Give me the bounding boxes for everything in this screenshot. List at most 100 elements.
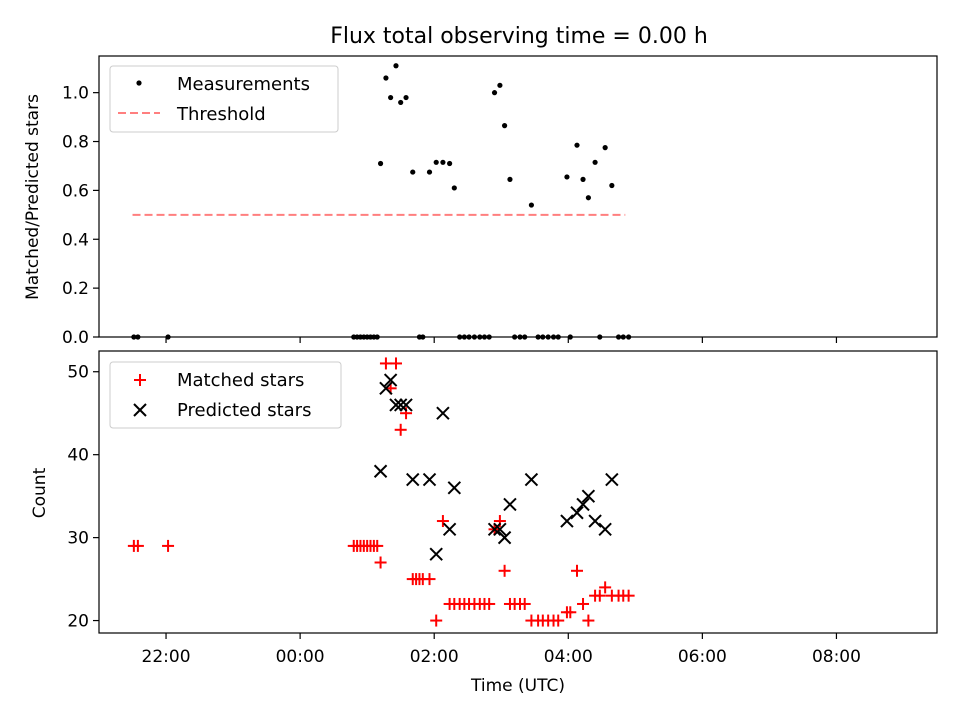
flux-ratio-x-ticks xyxy=(165,337,838,343)
matched-stars-point xyxy=(423,573,436,586)
y-tick-label: 0.8 xyxy=(62,133,89,153)
measurements-point xyxy=(609,182,615,189)
matched-stars-point xyxy=(379,357,392,370)
predicted-stars-point xyxy=(436,406,450,420)
predicted-stars-point xyxy=(605,472,619,487)
matched-stars-point xyxy=(622,589,635,602)
predicted-stars-legend-marker xyxy=(133,403,147,417)
measurements-point xyxy=(447,160,453,167)
measurements-point xyxy=(426,169,433,175)
predicted-stars-point xyxy=(560,514,574,528)
y-tick-label: 50 xyxy=(67,363,89,383)
matched-stars-point xyxy=(371,539,384,552)
measurements-point xyxy=(388,94,394,101)
measurements-point xyxy=(393,63,399,69)
measurements-point xyxy=(602,145,608,151)
y-tick-label: 0.6 xyxy=(62,181,89,201)
predicted-stars-point xyxy=(598,522,612,537)
predicted-stars-point xyxy=(588,514,602,528)
matched-stars-point xyxy=(582,614,595,627)
matched-stars-point xyxy=(518,597,531,610)
measurements-point xyxy=(403,94,409,101)
predicted-stars-point xyxy=(383,373,398,387)
predicted-stars-point xyxy=(399,398,413,412)
y-tick-label: 0.0 xyxy=(62,328,89,348)
y-tick-label: 20 xyxy=(67,612,89,632)
measurements-point xyxy=(585,195,591,201)
predicted-stars-point xyxy=(497,530,512,545)
x-tick-label: 00:00 xyxy=(276,647,325,667)
measurements-point xyxy=(507,176,513,182)
predicted-stars-point xyxy=(576,497,590,512)
measurements-point xyxy=(497,82,503,88)
star-count-axes-frame xyxy=(98,350,938,634)
measurements-point xyxy=(564,174,570,180)
flux-ratio-y-axis-label: Matched/Predicted stars xyxy=(23,94,43,300)
matched-stars-point xyxy=(483,597,496,610)
predicted-stars-point xyxy=(570,506,584,520)
predicted-stars-point xyxy=(524,472,539,487)
measurements-point xyxy=(580,176,586,182)
x-tick-label: 02:00 xyxy=(410,647,459,667)
measurements-point xyxy=(592,159,598,165)
predicted-stars-point xyxy=(393,398,408,412)
predicted-stars-point xyxy=(487,522,502,537)
matched-stars-legend-marker xyxy=(134,374,146,386)
y-tick-label: 0.4 xyxy=(62,230,89,250)
y-tick-label: 30 xyxy=(67,529,89,549)
matched-stars-point xyxy=(498,564,511,577)
measurements-point xyxy=(491,90,498,96)
star-count-y-ticks: 20 30 40 50 xyxy=(67,363,99,632)
legend-label-measurements: Measurements xyxy=(177,74,310,95)
matched-stars-point xyxy=(430,614,443,627)
flux-ratio-legend: Measurements Threshold xyxy=(109,65,339,133)
predicted-stars-point xyxy=(373,464,388,478)
matched-stars-point xyxy=(593,589,606,602)
measurements-point xyxy=(377,160,384,167)
x-tick-label: 04:00 xyxy=(544,647,593,667)
measurements-point xyxy=(383,75,389,81)
measurements-point xyxy=(410,169,416,175)
legend-label-predicted-stars: Predicted stars xyxy=(177,400,311,421)
legend-frame xyxy=(109,361,342,429)
matched-stars-point xyxy=(389,357,402,370)
matched-stars-point xyxy=(131,539,144,552)
matched-stars-point xyxy=(436,515,449,528)
legend-label-threshold: Threshold xyxy=(176,104,266,125)
matched-stars-point xyxy=(564,606,577,619)
predicted-stars-point xyxy=(429,547,443,561)
matched-stars-point xyxy=(552,614,565,627)
measurements-point xyxy=(440,159,446,165)
predicted-stars-point xyxy=(389,398,403,412)
x-tick-label: 06:00 xyxy=(678,647,727,667)
matched-stars-point xyxy=(577,597,590,610)
star-count-plot-area xyxy=(127,357,635,627)
star-count-y-axis-label: Count xyxy=(30,467,50,518)
matched-stars-point xyxy=(162,539,175,552)
legend-label-matched-stars: Matched stars xyxy=(177,370,304,391)
predicted-stars-point xyxy=(447,481,462,495)
star-count-legend: Matched stars Predicted stars xyxy=(109,361,342,429)
figure-title: Flux total observing time = 0.00 h xyxy=(330,24,708,49)
predicted-stars-point xyxy=(503,497,517,512)
matched-stars-point xyxy=(599,581,612,594)
y-tick-label: 0.2 xyxy=(62,279,89,299)
measurements-point xyxy=(398,99,404,106)
measurements-point xyxy=(501,123,508,129)
measurements-legend-marker xyxy=(136,80,142,86)
predicted-stars-point xyxy=(493,522,507,537)
predicted-stars-point xyxy=(379,381,393,396)
measurements-point xyxy=(451,185,457,191)
flux-ratio-y-ticks: 0.0 0.2 0.4 0.6 0.8 1.0 xyxy=(62,84,99,348)
flux-ratio-panel: 0.0 0.2 0.4 0.6 0.8 1.0 Matched/Predicted sta… xyxy=(23,55,938,348)
y-tick-label: 40 xyxy=(67,446,89,466)
predicted-stars-point xyxy=(442,522,457,537)
predicted-stars-point xyxy=(406,472,420,487)
measurements-point xyxy=(433,159,439,165)
star-count-x-ticks: 22:00 00:00 02:00 04:00 06:00 08:00 xyxy=(142,633,861,667)
flux-ratio-axes-frame xyxy=(98,55,938,338)
y-tick-label: 1.0 xyxy=(62,84,89,104)
predicted-stars-point xyxy=(581,489,596,503)
